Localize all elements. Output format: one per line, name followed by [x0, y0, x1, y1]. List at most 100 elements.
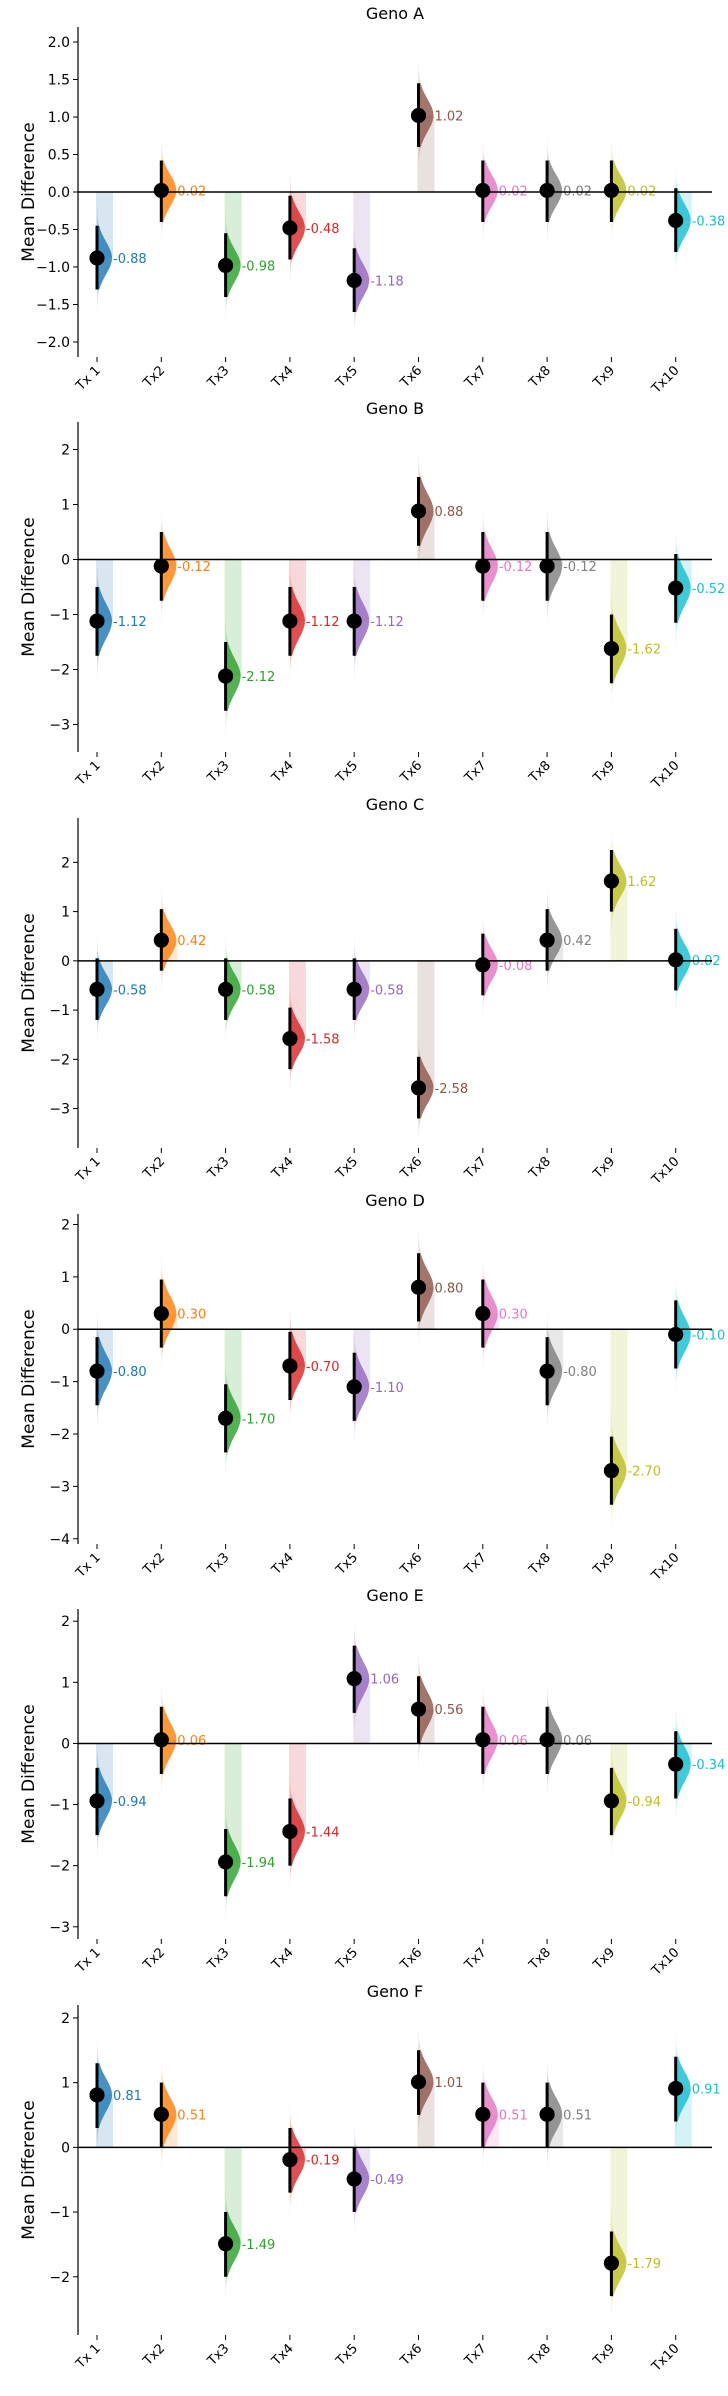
data-label: 0.51: [563, 2108, 592, 2123]
y-axis-label: Mean Difference: [19, 1309, 39, 1448]
x-tick-label: Tx9: [590, 1154, 618, 1182]
mean-difference-point-top: [218, 1410, 234, 1426]
confidence-region: [161, 1279, 177, 1348]
x-tick-label: Tx 1: [73, 363, 104, 394]
confidence-region: [418, 1676, 434, 1744]
y-tick-label: −1: [49, 1003, 70, 1019]
chart-title: Geno A: [366, 4, 424, 23]
mean-difference-point-top: [668, 580, 684, 596]
y-tick-label: −1: [49, 1798, 70, 1814]
y-tick-label: 2: [61, 855, 70, 871]
data-label: -2.58: [435, 1082, 469, 1097]
mean-difference-point-top: [282, 1031, 298, 1047]
data-label: 0.06: [177, 1734, 206, 1749]
mean-difference-point-top: [668, 1756, 684, 1772]
data-label: -1.10: [370, 1381, 404, 1396]
data-label: -0.80: [563, 1365, 597, 1380]
x-tick-label: Tx3: [204, 1550, 232, 1578]
confidence-region: [97, 958, 112, 1020]
y-tick-label: −2.0: [36, 335, 70, 351]
x-tick-label: Tx6: [397, 1945, 425, 1973]
x-tick-label: Tx 1: [73, 1945, 104, 1976]
data-label: 0.30: [177, 1308, 206, 1323]
confidence-region: [675, 2056, 691, 2122]
mean-difference-point-top: [153, 183, 169, 198]
y-tick-label: 1: [61, 2076, 70, 2092]
y-tick-label: −2: [49, 663, 70, 679]
x-tick-label: Tx6: [397, 1154, 425, 1182]
x-tick-label: Tx3: [204, 2341, 232, 2369]
confidence-region: [354, 587, 370, 656]
confidence-region: [418, 2050, 434, 2115]
data-label: -1.12: [306, 615, 340, 630]
mean-difference-point-top: [411, 1279, 426, 1295]
confidence-region: [611, 1767, 627, 1836]
y-tick-label: −0.5: [36, 223, 70, 239]
mean-difference-point-top: [411, 503, 426, 519]
y-tick-label: 0: [61, 2140, 70, 2156]
x-tick-label: Tx4: [269, 1154, 297, 1182]
confidence-region: [161, 532, 177, 601]
confidence-region: [611, 614, 627, 684]
x-tick-label: Tx9: [590, 1550, 618, 1578]
x-tick-label: Tx5: [333, 2341, 361, 2369]
mean-difference-point-top: [539, 558, 555, 574]
mean-difference-point-top: [411, 108, 426, 123]
mean-difference-point-top: [153, 558, 169, 574]
mean-difference-point-top: [475, 183, 491, 198]
data-label: 1.01: [435, 2076, 464, 2091]
x-tick-label: Tx2: [140, 363, 168, 391]
y-tick-label: 1.5: [48, 73, 70, 89]
confidence-region: [611, 2231, 627, 2297]
x-tick-label: Tx8: [526, 1154, 554, 1182]
x-tick-label: Tx 1: [73, 1154, 104, 1185]
mean-difference-point-top: [475, 558, 491, 574]
confidence-region: [225, 233, 241, 297]
data-label: 0.81: [113, 2089, 142, 2104]
y-tick-label: −2: [49, 1052, 70, 1068]
mean-difference-point-top: [282, 220, 298, 236]
delta-bar: [610, 2147, 628, 2264]
y-tick-label: −1: [49, 1375, 70, 1391]
mean-difference-point-top: [668, 1326, 684, 1342]
chart-title: Geno B: [366, 399, 424, 418]
x-tick-label: Tx9: [590, 363, 618, 391]
y-tick-label: 2: [61, 1614, 70, 1630]
x-tick-label: Tx3: [204, 363, 232, 391]
data-label: 0.51: [499, 2108, 528, 2123]
mean-difference-point-top: [539, 2106, 555, 2122]
confidence-region: [482, 2082, 498, 2148]
confidence-region: [225, 1384, 241, 1453]
data-label: -1.70: [242, 1412, 276, 1427]
data-label: -0.48: [306, 222, 340, 237]
data-label: 0.42: [563, 934, 592, 949]
x-tick-label: Tx10: [648, 1154, 682, 1188]
y-tick-label: 0: [61, 553, 70, 569]
confidence-region: [161, 2082, 177, 2148]
x-tick-label: Tx2: [140, 758, 168, 786]
chart-title: Geno C: [366, 795, 424, 814]
confidence-region: [289, 1007, 305, 1070]
data-label: -1.49: [242, 2238, 276, 2253]
confidence-region: [161, 909, 177, 971]
x-tick-label: Tx 1: [73, 758, 104, 789]
x-tick-label: Tx7: [461, 1945, 489, 1973]
x-tick-label: Tx10: [648, 2341, 682, 2375]
mean-difference-point-top: [218, 981, 234, 997]
chart-title: Geno D: [365, 1191, 425, 1210]
data-label: -1.62: [627, 643, 661, 658]
confidence-region: [418, 1056, 434, 1119]
chart-panel-4: Geno D Mean Difference −4 −3 −2 −1 0 1 2 -0.80 Tx …: [19, 1191, 725, 1584]
confidence-region: [354, 248, 370, 312]
confidence-region: [675, 188, 691, 252]
x-tick-label: Tx4: [269, 758, 297, 786]
data-label: -1.94: [242, 1856, 276, 1871]
x-tick-label: Tx8: [526, 1945, 554, 1973]
data-label: -1.18: [370, 275, 404, 290]
y-tick-label: −1: [49, 2205, 70, 2221]
x-tick-label: Tx2: [140, 1154, 168, 1182]
mean-difference-point-top: [153, 932, 169, 948]
y-tick-label: −2: [49, 1427, 70, 1443]
y-tick-label: 1: [61, 498, 70, 514]
